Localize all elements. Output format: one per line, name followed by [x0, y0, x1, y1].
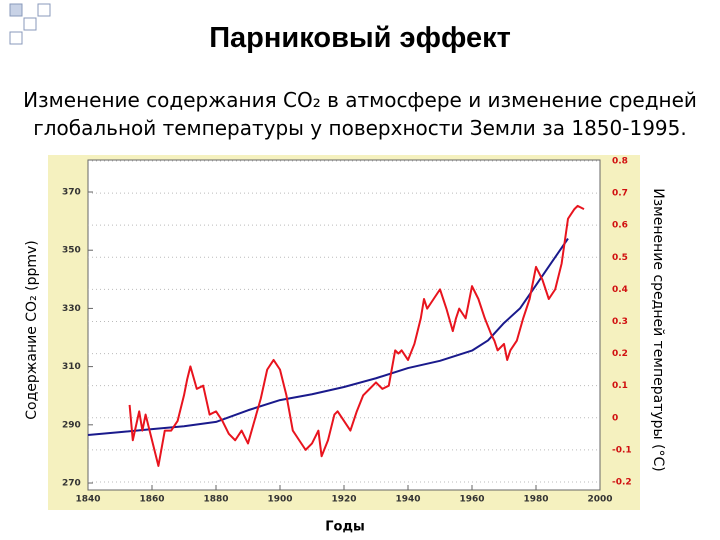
data-line	[87, 238, 569, 436]
y2-tick-label: 0.5	[612, 253, 628, 263]
y2-tick-label: 0.7	[612, 189, 628, 199]
y2-tick-label: 0.2	[612, 349, 628, 359]
y2-tick-label: 0.8	[612, 156, 628, 166]
x-tick-label: 1920	[331, 495, 356, 505]
slide-title: Парниковый эффект	[209, 22, 511, 54]
decoration	[9, 3, 51, 45]
y2-tick-label: 0	[612, 413, 618, 423]
y2-tick-label: 0.3	[612, 317, 628, 327]
y-axis-label: Содержание CO₂ (ppmv)	[24, 240, 40, 420]
x-tick-label: 1860	[139, 495, 164, 505]
y2-axis-label: Изменение средней температуры (°С)	[650, 188, 666, 471]
y-tick-label: 370	[62, 188, 81, 198]
y2-tick-label: 0.1	[612, 381, 628, 391]
y2-tick-label: -0.2	[612, 477, 632, 487]
x-axis-label: Годы	[325, 520, 364, 535]
y2-tick-label: 0.4	[612, 285, 628, 295]
y-tick-label: 270	[62, 479, 81, 489]
plot-area	[87, 159, 601, 491]
y-tick-label: 310	[62, 362, 81, 372]
x-tick-label: 1960	[459, 495, 484, 505]
y-tick-label: 290	[62, 420, 81, 430]
y2-tick-label: -0.1	[612, 445, 632, 455]
x-tick-label: 1880	[203, 495, 228, 505]
y-tick-label: 350	[62, 246, 81, 256]
y-tick-label: 330	[62, 304, 81, 314]
x-tick-label: 1940	[395, 495, 420, 505]
x-tick-label: 2000	[587, 495, 612, 505]
x-tick-label: 1900	[267, 495, 292, 505]
x-tick-label: 1980	[523, 495, 548, 505]
data-line	[128, 204, 585, 467]
x-tick-label: 1840	[75, 495, 100, 505]
slide-subtitle: Изменение содержания CO₂ в атмосфере и и…	[23, 88, 697, 140]
y2-tick-label: 0.6	[612, 221, 628, 231]
